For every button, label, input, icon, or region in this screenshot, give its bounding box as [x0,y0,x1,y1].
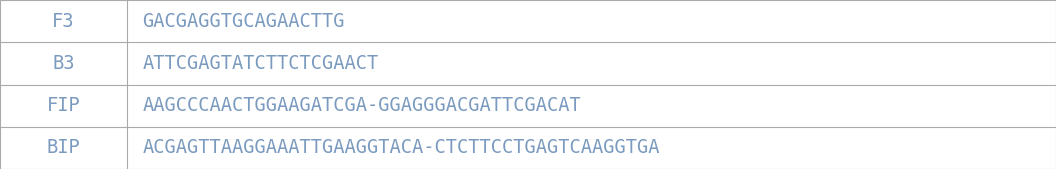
Text: F3: F3 [52,12,75,31]
Text: GACGAGGTGCAGAACTTG: GACGAGGTGCAGAACTTG [143,12,345,31]
Text: ACGAGTTAAGGAAATTGAAGGTACA-CTCTTCCTGAGTCAAGGTGA: ACGAGTTAAGGAAATTGAAGGTACA-CTCTTCCTGAGTCA… [143,138,660,157]
Text: FIP: FIP [46,96,80,115]
Text: BIP: BIP [46,138,80,157]
Text: ATTCGAGTATCTTCTCGAACT: ATTCGAGTATCTTCTCGAACT [143,54,379,73]
Text: B3: B3 [52,54,75,73]
Text: AAGCCCAACTGGAAGATCGA-GGAGGGACGATTCGACAT: AAGCCCAACTGGAAGATCGA-GGAGGGACGATTCGACAT [143,96,581,115]
